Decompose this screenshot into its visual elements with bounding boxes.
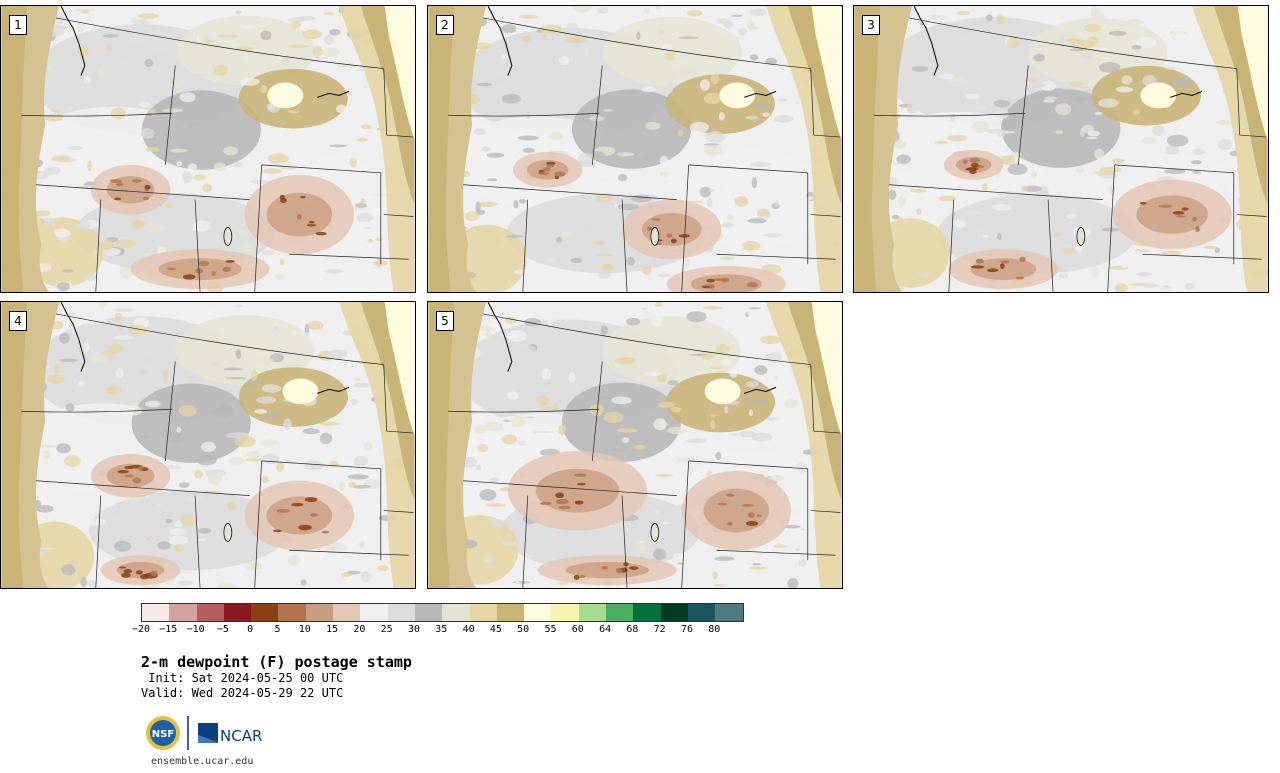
colorbar-swatch [633, 604, 661, 621]
ensemble-member-3-map: 3 [853, 5, 1269, 293]
ensemble-member-2-map: 2 [427, 5, 843, 293]
colorbar-tick-labels: −20 −15 −10 −5 0 5 10 15 20 25 30 35 40 45 50 55 60 64 68 7… [132, 620, 756, 636]
colorbar-tick-label: 55 [544, 624, 557, 635]
site-url: ensemble.ucar.edu [151, 756, 254, 767]
colorbar-tick-label: 15 [326, 624, 339, 635]
colorbar-tick-label: 5 [274, 624, 281, 635]
colorbar-tick-label: 64 [599, 624, 612, 635]
colorbar-tick-label: 10 [298, 624, 311, 635]
colorbar-swatch [278, 604, 306, 621]
colorbar-swatch [551, 604, 579, 621]
colorbar-tick-label: 40 [462, 624, 475, 635]
ensemble-member-5-map: 5 [427, 301, 843, 589]
colorbar-tick-label: 35 [435, 624, 448, 635]
colorbar-tick-label: 60 [571, 624, 584, 635]
colorbar-tick-label: 68 [626, 624, 639, 635]
svg-text:NCAR: NCAR [220, 727, 262, 745]
colorbar-swatch [469, 604, 497, 621]
colorbar-tick-label: −10 [186, 624, 205, 635]
colorbar-swatch [333, 604, 361, 621]
nsf-logo-icon: NSF [146, 716, 180, 750]
dewpoint-map-4 [1, 302, 415, 588]
colorbar-swatch [142, 604, 170, 621]
colorbar-swatch [496, 604, 525, 621]
colorbar-swatch [578, 604, 607, 621]
colorbar-swatch [660, 604, 688, 621]
svg-text:NSF: NSF [152, 729, 174, 740]
colorbar-swatch [223, 604, 252, 621]
colorbar-swatch [169, 604, 197, 621]
colorbar-tick-label: 45 [489, 624, 502, 635]
ensemble-member-4-map: 4 [0, 301, 416, 589]
colorbar-tick-label: 0 [247, 624, 254, 635]
member-number-badge: 5 [436, 311, 454, 331]
init-time: Init: Sat 2024-05-25 00 UTC [141, 671, 344, 685]
colorbar-swatch [524, 604, 552, 621]
colorbar-swatch [442, 604, 470, 621]
colorbar-swatch [387, 604, 415, 621]
colorbar-swatch [305, 604, 334, 621]
colorbar-tick-label: −5 [216, 624, 229, 635]
colorbar-tick-label: 50 [517, 624, 530, 635]
colorbar-swatch [687, 604, 716, 621]
colorbar-tick-label: 30 [407, 624, 421, 635]
colorbar-swatch [715, 604, 743, 621]
dewpoint-map-1 [1, 6, 415, 292]
nsf-ncar-logos: NSF NCAR [146, 716, 262, 750]
valid-time: Valid: Wed 2024-05-29 22 UTC [141, 686, 344, 700]
colorbar-tick-label: 20 [353, 624, 366, 635]
dewpoint-map-3 [854, 6, 1268, 292]
dewpoint-colorbar [141, 603, 744, 622]
colorbar-swatch [414, 604, 443, 621]
colorbar-tick-label: 80 [708, 624, 721, 635]
plot-title: 2-m dewpoint (F) postage stamp [141, 653, 412, 671]
member-number-badge: 4 [9, 311, 27, 331]
colorbar-tick-label: −15 [159, 624, 178, 635]
colorbar-tick-label: −20 [131, 624, 151, 635]
dewpoint-map-2 [428, 6, 842, 292]
dewpoint-map-5 [428, 302, 842, 588]
colorbar-swatch [251, 604, 279, 621]
member-number-badge: 2 [436, 15, 454, 35]
ensemble-member-1-map: 1 [0, 5, 416, 293]
colorbar-swatch [606, 604, 634, 621]
colorbar-swatch [360, 604, 388, 621]
colorbar-swatch [196, 604, 224, 621]
ncar-logo-icon: NCAR [198, 723, 262, 745]
colorbar-tick-label: 76 [680, 624, 694, 635]
member-number-badge: 1 [9, 15, 27, 35]
colorbar-tick-label: 25 [380, 624, 393, 635]
member-number-badge: 3 [862, 15, 880, 35]
colorbar-tick-label: 72 [653, 624, 666, 635]
